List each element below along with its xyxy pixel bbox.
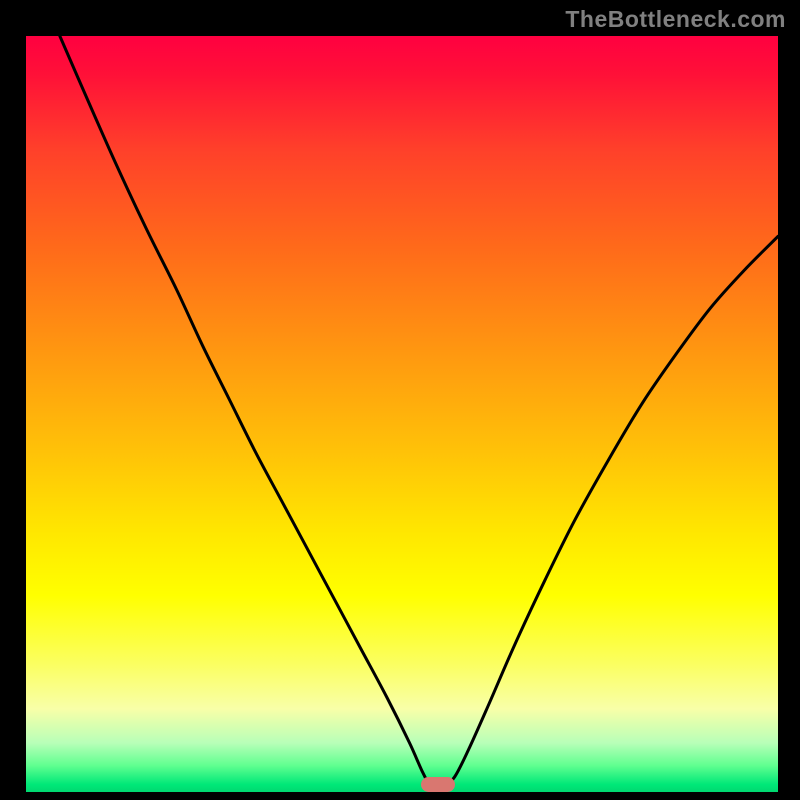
minimum-marker <box>421 777 455 792</box>
bottleneck-curve <box>26 36 778 792</box>
chart-frame: TheBottleneck.com <box>0 0 800 800</box>
watermark-text: TheBottleneck.com <box>565 6 786 33</box>
plot-area <box>26 36 778 792</box>
